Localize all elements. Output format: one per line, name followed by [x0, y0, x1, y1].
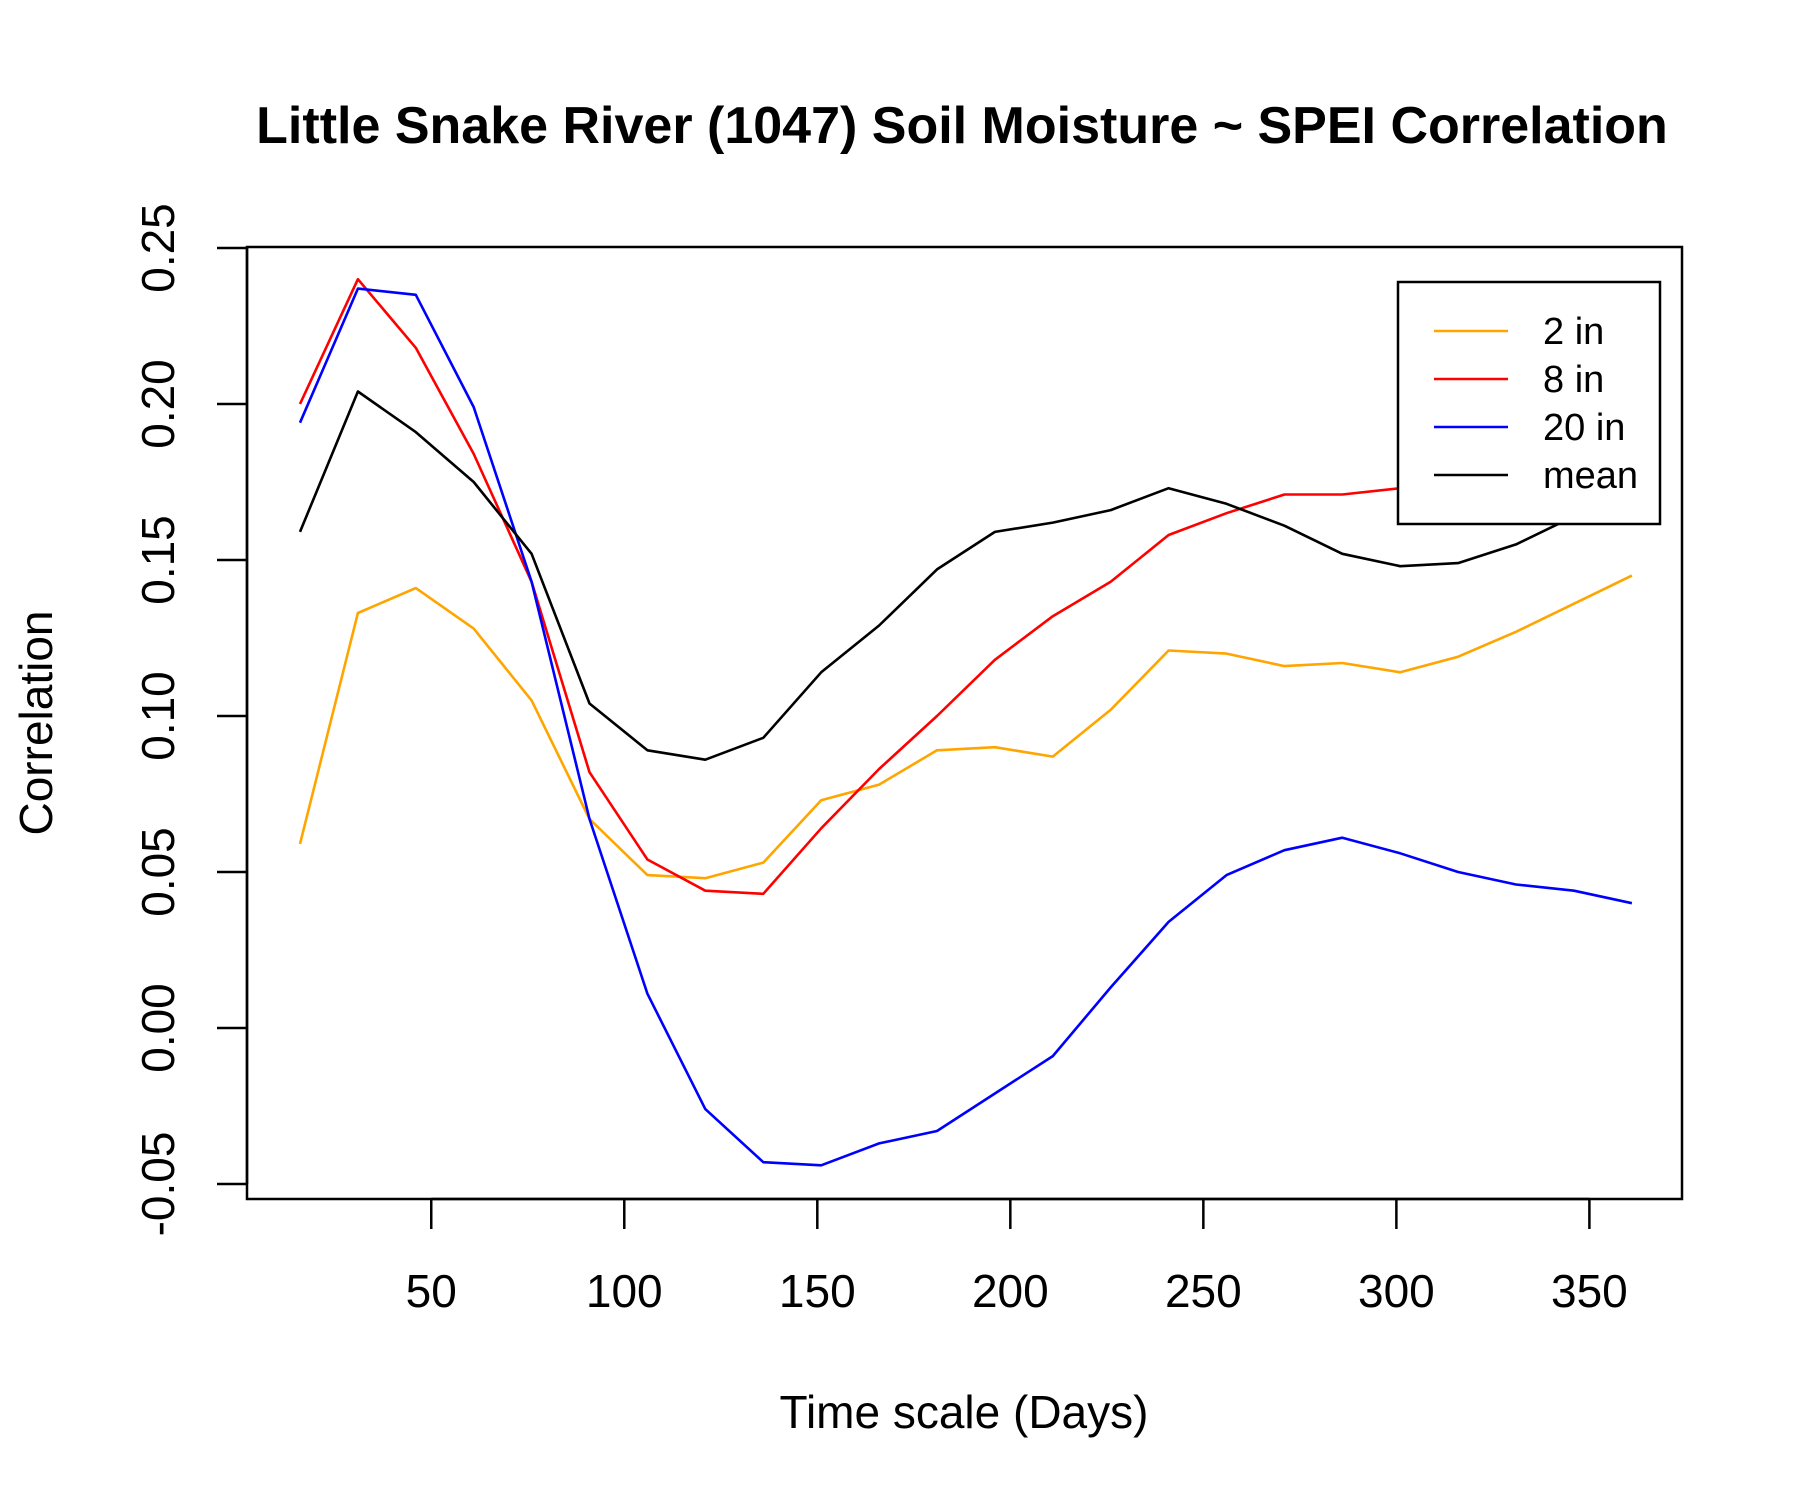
x-tick-label: 50 [406, 1265, 457, 1317]
legend-label: 20 in [1543, 407, 1625, 449]
y-axis: -0.05 0.00 0.05 0.10 0.15 0.20 0.25 [132, 203, 249, 1237]
x-tick-label: 100 [586, 1265, 663, 1317]
x-tick-label: 350 [1551, 1265, 1628, 1317]
legend-box [1396, 280, 1662, 526]
y-tick-label: 0.15 [132, 515, 184, 605]
y-tick-label: -0.05 [132, 1132, 184, 1237]
series-line-2-in [298, 574, 1633, 880]
chart-title: Little Snake River (1047) Soil Moisture … [256, 97, 1668, 155]
legend: 2 in 8 in 20 in mean [1396, 280, 1662, 526]
legend-label: mean [1543, 455, 1638, 497]
legend-label: 8 in [1543, 359, 1604, 401]
x-tick-label: 200 [972, 1265, 1049, 1317]
x-tick-label: 300 [1358, 1265, 1435, 1317]
x-axis-label: Time scale (Days) [780, 1386, 1149, 1438]
y-tick-label: 0.20 [132, 359, 184, 449]
legend-label: 2 in [1543, 311, 1604, 353]
series-lines [298, 277, 1633, 1167]
x-axis: 50 100 150 200 250 300 350 [406, 1197, 1628, 1317]
y-tick-label: 0.10 [132, 671, 184, 761]
y-axis-label: Correlation [10, 611, 62, 836]
y-tick-label: 0.05 [132, 827, 184, 917]
y-tick-label: 0.00 [132, 983, 184, 1073]
series-line-mean [298, 390, 1633, 762]
series-line-20-in [298, 287, 1633, 1167]
y-tick-label: 0.25 [132, 203, 184, 293]
x-tick-label: 250 [1165, 1265, 1242, 1317]
x-tick-label: 150 [779, 1265, 856, 1317]
